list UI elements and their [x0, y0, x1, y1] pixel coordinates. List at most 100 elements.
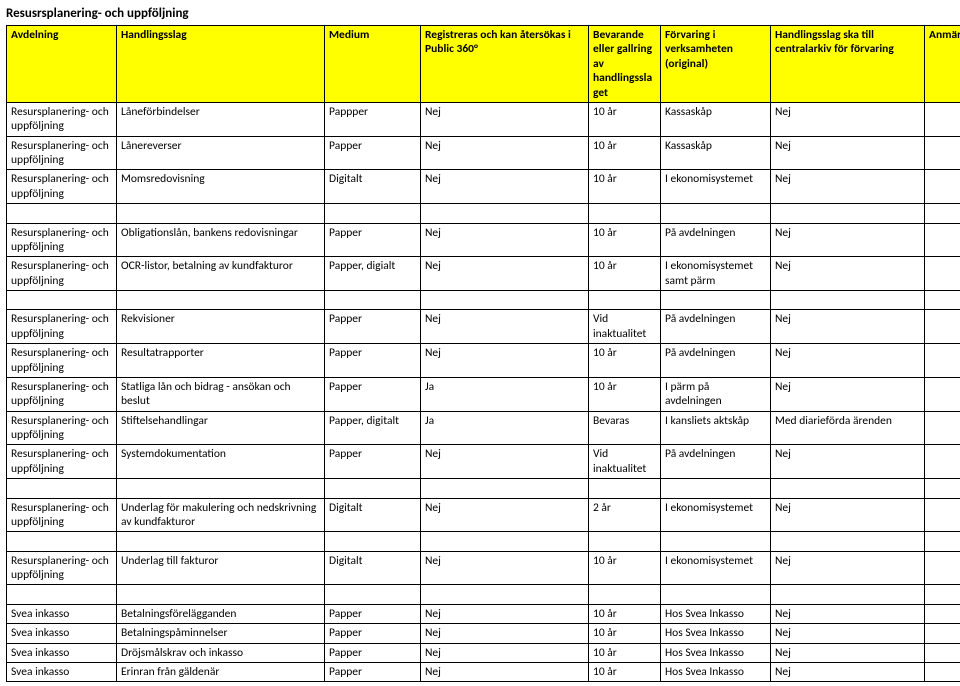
table-cell: Nej — [771, 662, 925, 681]
table-cell: Papper — [325, 223, 421, 257]
table-cell: Nej — [421, 223, 589, 257]
spacer-cell — [771, 204, 925, 223]
table-cell: I ekonomisystemet — [661, 170, 771, 204]
spacer-cell — [925, 291, 960, 310]
col-centralarkiv: Handlingsslag ska till centralarkiv för … — [771, 26, 925, 103]
group-spacer — [7, 585, 960, 604]
table-cell — [925, 223, 960, 257]
table-row: Resursplanering- och uppföljningObligati… — [7, 223, 960, 257]
table-cell: Nej — [421, 624, 589, 643]
table-cell: Nej — [771, 377, 925, 411]
table-row: Svea inkassoDröjsmålskrav och inkassoPap… — [7, 643, 960, 662]
spacer-cell — [925, 585, 960, 604]
col-registreras: Registreras och kan återsökas i Public 3… — [421, 26, 589, 103]
table-cell — [925, 551, 960, 585]
table-cell: Nej — [771, 102, 925, 136]
table-cell: I pärm på avdelningen — [661, 377, 771, 411]
table-cell: Nej — [421, 170, 589, 204]
table-cell: Papper — [325, 377, 421, 411]
table-cell: Betalningsförelägganden — [117, 604, 325, 623]
table-cell — [925, 136, 960, 170]
spacer-cell — [421, 479, 589, 498]
table-cell — [925, 377, 960, 411]
table-cell: I ekonomisystemet — [661, 551, 771, 585]
table-cell: Nej — [771, 257, 925, 291]
table-cell: Momsredovisning — [117, 170, 325, 204]
table-cell: Nej — [771, 643, 925, 662]
spacer-cell — [589, 479, 661, 498]
table-cell — [925, 257, 960, 291]
table-cell: Nej — [421, 136, 589, 170]
table-cell: 10 år — [589, 136, 661, 170]
table-cell: Nej — [421, 102, 589, 136]
spacer-cell — [7, 585, 117, 604]
table-cell: Svea inkasso — [7, 662, 117, 681]
table-cell: Ja — [421, 411, 589, 445]
table-cell: Resursplanering- och uppföljning — [7, 411, 117, 445]
spacer-cell — [325, 532, 421, 551]
table-cell: Digitalt — [325, 170, 421, 204]
table-cell: Resursplanering- och uppföljning — [7, 102, 117, 136]
table-cell: 10 år — [589, 643, 661, 662]
table-cell: Hos Svea Inkasso — [661, 604, 771, 623]
table-cell: Nej — [421, 344, 589, 378]
table-cell: Ja — [421, 377, 589, 411]
table-cell: Bevaras — [589, 411, 661, 445]
table-cell — [925, 662, 960, 681]
table-cell: Svea inkasso — [7, 604, 117, 623]
table-row: Resursplanering- och uppföljningStatliga… — [7, 377, 960, 411]
table-cell: Hos Svea Inkasso — [661, 643, 771, 662]
table-cell — [925, 344, 960, 378]
col-anmarkning: Anmärkning — [925, 26, 960, 103]
records-table: Avdelning Handlingsslag Medium Registrer… — [6, 25, 960, 682]
col-medium: Medium — [325, 26, 421, 103]
table-cell: Vid inaktualitet — [589, 310, 661, 344]
table-cell: Systemdokumentation — [117, 445, 325, 479]
table-cell: 10 år — [589, 257, 661, 291]
spacer-cell — [7, 204, 117, 223]
table-row: Resursplanering- och uppföljningUnderlag… — [7, 551, 960, 585]
table-cell: Resursplanering- och uppföljning — [7, 344, 117, 378]
col-forvaring: Förvaring i verksamheten (original) — [661, 26, 771, 103]
spacer-cell — [117, 291, 325, 310]
table-cell: 10 år — [589, 344, 661, 378]
table-cell: Svea inkasso — [7, 643, 117, 662]
spacer-cell — [925, 479, 960, 498]
table-cell: Underlag till fakturor — [117, 551, 325, 585]
spacer-cell — [661, 479, 771, 498]
table-cell: Papper — [325, 624, 421, 643]
spacer-cell — [421, 532, 589, 551]
table-cell: Papper — [325, 604, 421, 623]
spacer-cell — [771, 291, 925, 310]
spacer-cell — [589, 585, 661, 604]
spacer-cell — [7, 479, 117, 498]
table-row: Svea inkassoBetalningspåminnelserPapperN… — [7, 624, 960, 643]
table-cell: Nej — [421, 604, 589, 623]
table-cell: Resursplanering- och uppföljning — [7, 170, 117, 204]
table-row: Resursplanering- och uppföljningStiftels… — [7, 411, 960, 445]
spacer-cell — [421, 585, 589, 604]
table-cell: Nej — [421, 662, 589, 681]
spacer-cell — [771, 532, 925, 551]
table-cell: Nej — [421, 551, 589, 585]
table-cell: 10 år — [589, 377, 661, 411]
table-cell: Nej — [771, 445, 925, 479]
table-cell: 10 år — [589, 662, 661, 681]
table-row: Resursplanering- och uppföljningMomsredo… — [7, 170, 960, 204]
table-cell — [925, 310, 960, 344]
header-row: Avdelning Handlingsslag Medium Registrer… — [7, 26, 960, 103]
table-row: Resursplanering- och uppföljningRekvisio… — [7, 310, 960, 344]
table-cell: Obligationslån, bankens redovisningar — [117, 223, 325, 257]
table-cell — [925, 624, 960, 643]
table-cell: I ekonomisystemet — [661, 498, 771, 532]
table-cell: Papper — [325, 310, 421, 344]
table-cell: Nej — [771, 551, 925, 585]
table-row: Svea inkassoBetalningsföreläggandenPappe… — [7, 604, 960, 623]
table-cell: Nej — [421, 498, 589, 532]
table-cell: Nej — [771, 136, 925, 170]
group-spacer — [7, 204, 960, 223]
table-row: Resursplanering- och uppföljningSystemdo… — [7, 445, 960, 479]
table-cell: Erinran från gäldenär — [117, 662, 325, 681]
spacer-cell — [771, 585, 925, 604]
page-title: Resusrsplanering- och uppföljning — [6, 4, 954, 25]
